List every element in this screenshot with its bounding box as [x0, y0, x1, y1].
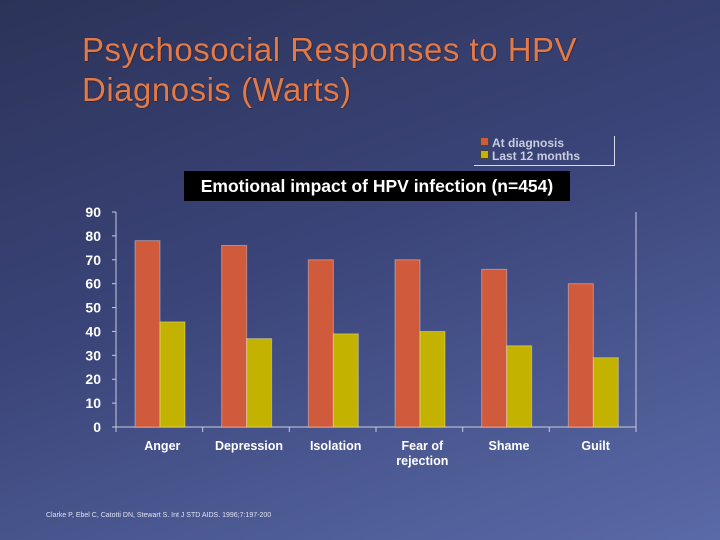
- bar-last-12-months-guilt: [592, 357, 619, 428]
- y-tick-label: 0: [93, 419, 101, 435]
- legend-swatch-last-12-months: [480, 150, 489, 159]
- y-tick-label: 90: [85, 204, 101, 220]
- legend-item-last-12-months: Last 12 months: [480, 150, 580, 163]
- bar-at-diagnosis-fear-of-rejection: [394, 259, 421, 428]
- bar-at-diagnosis-shame: [481, 268, 508, 428]
- bar-last-12-months-depression: [246, 338, 273, 428]
- bar-at-diagnosis-anger: [134, 240, 161, 428]
- y-tick-label: 60: [85, 276, 101, 292]
- citation: Clarke P, Ebel C, Catotti DN, Stewart S.…: [46, 512, 272, 519]
- y-tick-label: 80: [85, 228, 101, 244]
- bar-last-12-months-shame: [506, 345, 533, 428]
- bar-last-12-months-isolation: [332, 333, 359, 428]
- x-tick-label: Shame: [489, 439, 530, 453]
- bar-last-12-months-anger: [159, 321, 186, 428]
- x-tick-label: Guilt: [581, 439, 610, 453]
- y-tick-label: 30: [85, 347, 101, 363]
- x-tick-label: Anger: [144, 439, 180, 453]
- x-tick-label: Fear of rejection: [396, 439, 448, 468]
- chart-title: Emotional impact of HPV infection (n=454…: [184, 171, 570, 201]
- y-tick-label: 20: [85, 371, 101, 387]
- y-tick-label: 50: [85, 300, 101, 316]
- legend-swatch-at-diagnosis: [480, 137, 489, 146]
- bar-at-diagnosis-guilt: [567, 283, 594, 428]
- legend-item-at-diagnosis: At diagnosis: [480, 137, 564, 150]
- legend-label-last-12-months: Last 12 months: [492, 149, 581, 163]
- x-tick-label: Depression: [215, 439, 283, 453]
- bar-last-12-months-fear-of-rejection: [419, 330, 446, 428]
- x-tick-label: Isolation: [310, 439, 361, 453]
- chart-legend: At diagnosis Last 12 months: [474, 136, 615, 166]
- bar-at-diagnosis-depression: [221, 244, 248, 428]
- y-tick-label: 10: [85, 395, 101, 411]
- bar-at-diagnosis-isolation: [307, 259, 334, 428]
- y-tick-label: 70: [85, 252, 101, 268]
- y-tick-label: 40: [85, 323, 101, 339]
- slide-title: Psychosocial Responses to HPV Diagnosis …: [82, 31, 578, 108]
- legend-label-at-diagnosis: At diagnosis: [492, 136, 565, 150]
